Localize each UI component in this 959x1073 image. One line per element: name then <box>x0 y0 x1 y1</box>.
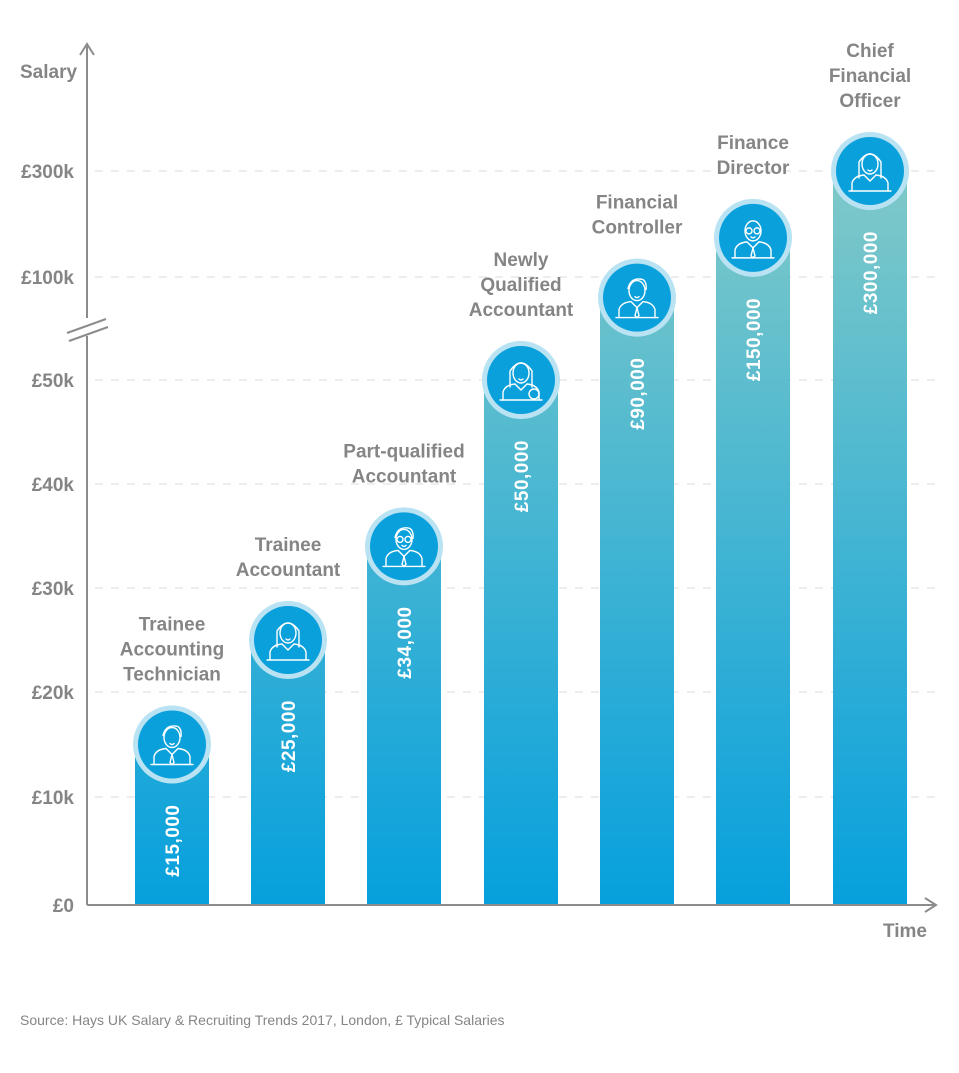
axis-break-mark <box>68 326 109 342</box>
bar <box>484 380 558 905</box>
bar-group: £50,000 Newly Qualified Accountant <box>469 250 574 905</box>
data-label: £15,000 <box>163 805 184 877</box>
category-label: Trainee <box>255 535 322 556</box>
category-label: Financial <box>829 66 911 87</box>
bar <box>600 297 674 906</box>
category-label: Accountant <box>236 560 341 581</box>
bar-group: £150,000 Finance Director <box>714 133 792 906</box>
data-label: £50,000 <box>512 440 533 512</box>
bar-group: £15,000 Trainee Accounting Technician <box>120 615 225 905</box>
category-label: Finance <box>717 133 789 154</box>
category-label: Part-qualified <box>343 441 464 462</box>
category-label: Controller <box>592 218 683 239</box>
category-label: Newly <box>494 250 549 271</box>
category-label: Trainee <box>139 615 206 636</box>
y-tick-label: £0 <box>53 896 74 917</box>
man-icon <box>615 278 659 319</box>
category-label: Qualified <box>480 275 561 296</box>
man-icon <box>150 725 194 766</box>
man-glasses-icon <box>382 527 426 568</box>
data-label: £34,000 <box>395 606 416 678</box>
woman-icon <box>848 153 892 192</box>
data-label: £90,000 <box>628 358 649 430</box>
bar <box>367 546 441 905</box>
y-tick-label: £20k <box>32 683 75 704</box>
category-label: Technician <box>123 665 221 686</box>
y-tick-label: £50k <box>32 371 75 392</box>
category-label: Chief <box>846 41 894 62</box>
bar <box>251 640 325 905</box>
bald-man-glasses-icon <box>731 220 775 259</box>
category-label: Accounting <box>120 640 225 661</box>
category-label: Financial <box>596 193 678 214</box>
woman-icon <box>266 622 310 661</box>
y-tick-label: £10k <box>32 788 75 809</box>
data-label: £25,000 <box>279 700 300 772</box>
category-label: Director <box>717 158 790 179</box>
y-axis-title: Salary <box>20 62 77 83</box>
x-axis-title: Time <box>883 921 927 942</box>
data-label: £300,000 <box>861 231 882 314</box>
bar-group: £300,000 Chief Financial Officer <box>829 41 911 905</box>
source-note: Source: Hays UK Salary & Recruiting Tren… <box>20 1012 505 1028</box>
woman-award-icon <box>499 362 543 401</box>
category-label: Accountant <box>352 466 457 487</box>
x-axis-arrow <box>924 897 938 913</box>
y-tick-label: £100k <box>21 268 74 289</box>
y-tick-label: £30k <box>32 579 75 600</box>
axis-break-mark <box>66 318 107 334</box>
bar <box>833 171 907 905</box>
category-label: Accountant <box>469 300 574 321</box>
bar-group: £34,000 Part-qualified Accountant <box>343 441 465 905</box>
bar <box>716 237 790 906</box>
y-tick-label: £40k <box>32 475 75 496</box>
category-label: Officer <box>839 91 901 112</box>
bar-group: £90,000 Financial Controller <box>592 193 683 906</box>
data-label: £150,000 <box>744 298 765 381</box>
y-axis-arrow <box>79 42 95 56</box>
y-tick-label: £300k <box>21 162 74 183</box>
bar-group: £25,000 Trainee Accountant <box>236 535 341 905</box>
